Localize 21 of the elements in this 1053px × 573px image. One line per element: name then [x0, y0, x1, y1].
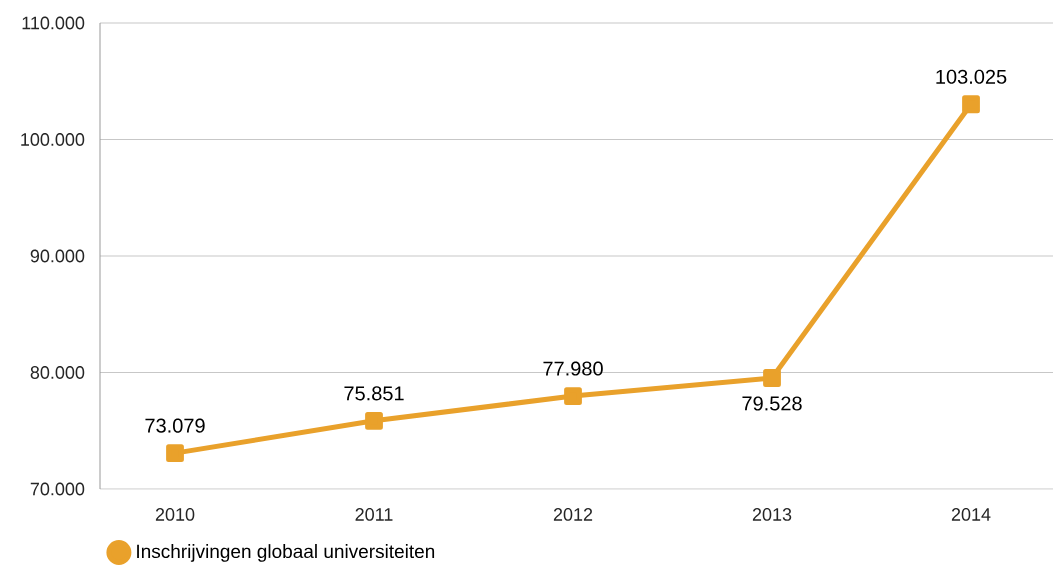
x-tick-label: 2012	[553, 508, 593, 521]
point	[365, 411, 383, 430]
point	[962, 95, 980, 114]
y-tick-label: 100.000	[21, 133, 85, 146]
y-tick-label: 90.000	[30, 249, 85, 263]
x-tick-label: 2013	[752, 508, 792, 521]
data-label: 79.528	[742, 396, 802, 411]
data-label: 75.851	[344, 386, 404, 401]
x-tick-label: 2014	[951, 508, 991, 521]
y-tick-label: 70.000	[30, 482, 85, 496]
point	[166, 444, 184, 463]
x-tick-label: 2010	[155, 508, 195, 521]
legend-label: Inschrijvingen globaal universiteiten	[137, 544, 435, 562]
data-label: 103.025	[936, 69, 1007, 84]
data-label: 77.980	[543, 361, 603, 376]
y-tick-label: 80.000	[30, 366, 85, 379]
point	[564, 387, 582, 405]
point	[763, 369, 781, 387]
x-tick-label: 2011	[355, 508, 393, 521]
data-label: 73.079	[145, 418, 205, 433]
y-tick-label: 110.000	[22, 16, 85, 30]
